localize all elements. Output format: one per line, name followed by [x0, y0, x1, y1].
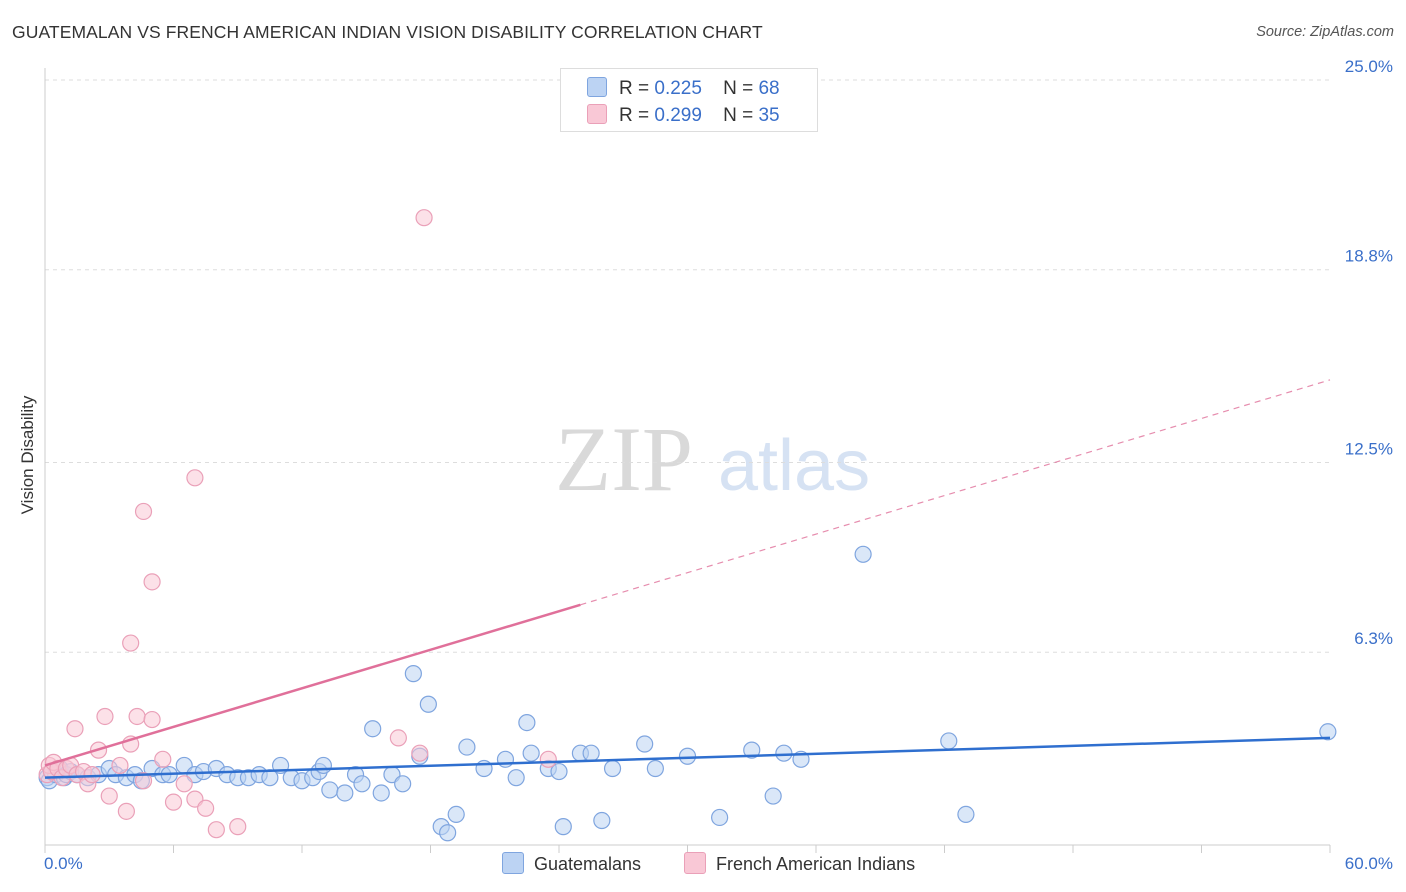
chart-title: GUATEMALAN VS FRENCH AMERICAN INDIAN VIS… — [12, 22, 763, 42]
french-american-indian-point — [122, 634, 140, 652]
french-american-indian-point — [229, 818, 247, 836]
guatemalan-point — [711, 808, 729, 827]
guatemalan-point — [419, 695, 437, 713]
y-tick-label: 25.0% — [1345, 57, 1393, 76]
guatemalan-point — [554, 818, 572, 836]
legend-n-value: 68 — [758, 78, 780, 99]
guatemalan-point — [1319, 723, 1337, 741]
french-american-indian-point — [134, 772, 153, 790]
legend-n-value: 35 — [758, 105, 780, 126]
french-american-indian-point — [83, 766, 101, 784]
french-american-indian-point — [128, 707, 146, 726]
x-tick-label: 60.0% — [1345, 854, 1393, 873]
guatemalan-point — [764, 787, 782, 805]
guatemalan-point — [603, 759, 622, 778]
bottom-legend-guatemalans: Guatemalans — [502, 852, 641, 875]
french-american-indian-point — [411, 744, 429, 762]
french-american-indian-point — [143, 710, 161, 729]
legend-row-french-american-indians: R = 0.299 N = 35 — [587, 104, 780, 126]
french-american-indian-point — [117, 802, 135, 820]
guatemalan-point — [775, 744, 793, 762]
guatemalan-point — [550, 762, 568, 781]
legend-r-value: 0.225 — [654, 78, 702, 99]
source-label: Source: ZipAtlas.com — [1256, 24, 1394, 40]
bottom-legend-label: Guatemalans — [534, 854, 642, 874]
guatemalan-point — [743, 741, 761, 759]
french-american-indian-point — [539, 750, 557, 768]
guatemalan-trendline — [44, 736, 1331, 779]
watermark-atlas: atlas — [718, 426, 870, 506]
y-tick-label: 12.5% — [1345, 440, 1393, 459]
french-american-indian-point — [100, 787, 118, 805]
french-american-indian-point — [134, 502, 153, 521]
bottom-legend-french-american-indians: French American Indians — [684, 852, 915, 875]
guatemalan-point — [321, 781, 339, 799]
bottom-legend-label: French American Indians — [716, 854, 916, 874]
guatemalan-point — [394, 775, 412, 793]
guatemalan-point — [522, 744, 540, 762]
guatemalan-point — [678, 747, 697, 765]
guatemalan-point — [940, 732, 958, 750]
legend-row-guatemalans: R = 0.225 N = 68 — [587, 77, 780, 99]
french-american-indian-point — [96, 707, 114, 726]
french-american-indian-point — [143, 573, 161, 591]
guatemalan-point — [636, 735, 654, 753]
y-tick-label: 18.8% — [1345, 247, 1393, 266]
french-american-indian-point — [175, 775, 193, 793]
legend-swatch-pink — [587, 104, 607, 124]
french-american-indian-point — [186, 469, 204, 487]
french-american-indian-point — [389, 729, 407, 747]
french-american-indian-point — [415, 209, 433, 227]
guatemalan-point — [439, 824, 457, 842]
french-american-indian-point — [197, 799, 215, 817]
watermark-zip: ZIP — [555, 408, 693, 510]
guatemalan-point — [458, 738, 476, 756]
x-tick-label: 0.0% — [44, 854, 83, 873]
guatemalan-point — [646, 759, 664, 778]
y-tick-label: 6.3% — [1354, 629, 1393, 648]
legend-n-label: N = — [723, 78, 754, 99]
guatemalan-point — [496, 750, 515, 768]
french-american-indian-point — [154, 750, 172, 768]
stats-legend: R = 0.225 N = 68 R = 0.299 N = 35 — [560, 68, 818, 132]
guatemalan-point — [314, 756, 333, 775]
guatemalan-point — [447, 805, 465, 824]
guatemalan-point — [336, 784, 354, 802]
legend-swatch-blue — [587, 77, 607, 97]
guatemalan-point — [854, 545, 872, 563]
guatemalan-point — [507, 769, 525, 787]
french-american-indian-trendline-projection — [580, 379, 1331, 606]
french-american-indian-point — [66, 720, 84, 738]
legend-r-label: R = — [619, 105, 650, 126]
guatemalan-point — [353, 775, 371, 793]
bottom-legend-swatch-pink — [684, 852, 706, 874]
french-american-indian-point — [111, 756, 129, 775]
guatemalan-point — [364, 720, 382, 738]
guatemalan-point — [404, 665, 422, 683]
french-american-indian-trendline — [44, 603, 581, 767]
legend-r-label: R = — [619, 78, 650, 99]
french-american-indian-point — [164, 793, 183, 811]
guatemalan-point — [582, 744, 600, 762]
legend-r-value: 0.299 — [654, 105, 702, 126]
guatemalan-point — [957, 805, 975, 824]
guatemalan-point — [518, 713, 536, 732]
legend-n-label: N = — [723, 105, 754, 126]
bottom-legend-swatch-blue — [502, 852, 524, 874]
french-american-indian-point — [207, 821, 225, 839]
guatemalan-point — [593, 811, 611, 830]
guatemalan-point — [372, 784, 390, 802]
